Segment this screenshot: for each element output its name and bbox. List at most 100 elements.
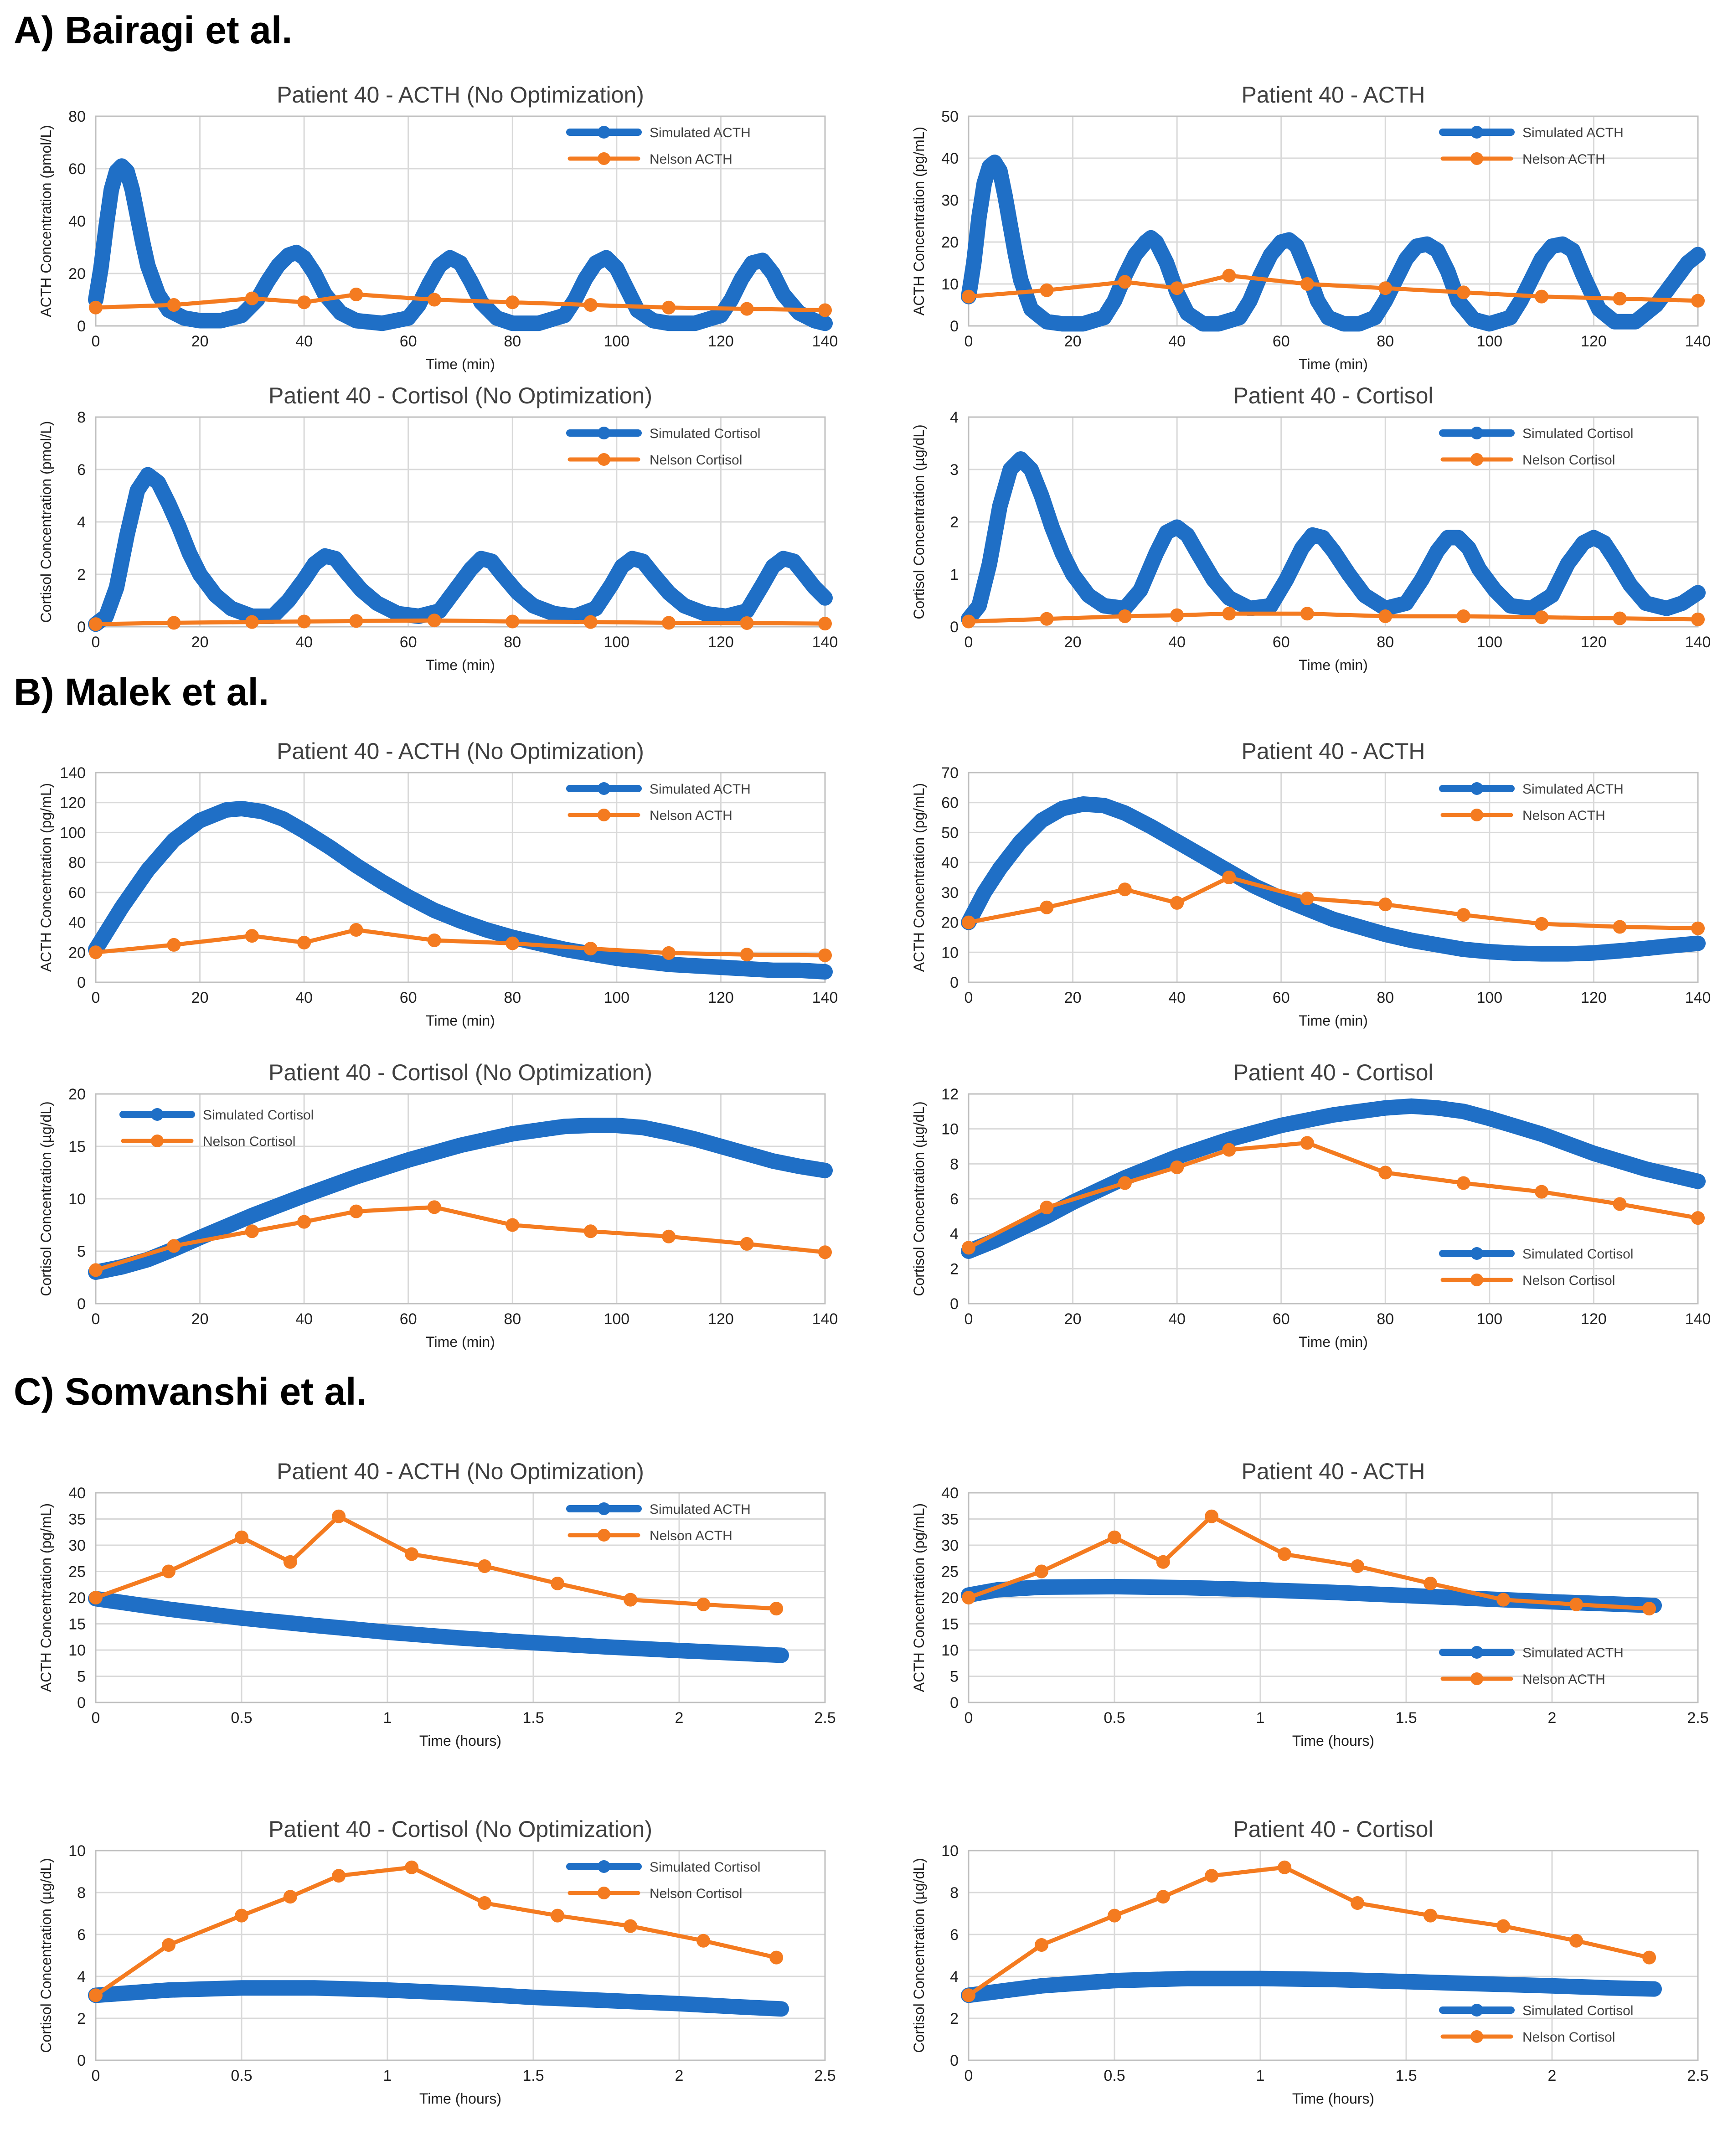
x-tick-label: 60: [400, 989, 417, 1006]
simulated-series: [88, 1591, 789, 1663]
nelson-series: [962, 1860, 1656, 2002]
nelson-data-point: [818, 948, 832, 962]
y-tick-label: 0: [77, 1694, 86, 1712]
chart-panel-a4: Patient 40 - Cortisol 0 20 40 60 80 100 120 140 0…: [891, 383, 1712, 675]
y-tick-label: 25: [941, 1563, 959, 1581]
y-axis-label: Cortisol Concentration (µg/dL): [911, 1101, 927, 1296]
x-tick-label: 140: [1685, 333, 1711, 350]
nelson-data-point: [283, 1555, 297, 1569]
x-tick-label: 80: [1377, 1310, 1394, 1328]
y-tick-label: 4: [77, 1968, 86, 1986]
chart-panel-a3: Patient 40 - Cortisol (No Optimization) 0…: [18, 383, 839, 675]
legend-simulated: Simulated ACTH: [1439, 782, 1624, 797]
legend-label: Nelson Cortisol: [650, 453, 742, 468]
legend-label: Nelson Cortisol: [1522, 1273, 1615, 1288]
x-tick-label: 0: [964, 2067, 973, 2084]
x-tick-label: 120: [1581, 1310, 1607, 1328]
simulated-line: [961, 451, 1706, 627]
legend-nelson: Nelson ACTH: [567, 1528, 732, 1543]
y-tick-label: 4: [77, 514, 86, 531]
x-tick-label: 60: [1273, 989, 1290, 1006]
simulated-series: [88, 158, 833, 331]
nelson-data-point: [1205, 1509, 1219, 1523]
y-tick-label: 5: [77, 1243, 86, 1260]
nelson-data-point: [818, 1245, 832, 1259]
x-axis-label: Time (hours): [1292, 1733, 1374, 1749]
x-axis-label: Time (min): [1299, 356, 1368, 372]
y-tick-label: 100: [60, 824, 86, 841]
x-tick-label: 0: [964, 634, 973, 651]
x-tick-label: 140: [812, 1310, 838, 1328]
nelson-data-point: [962, 1591, 975, 1604]
nelson-data-point: [583, 615, 598, 629]
legend-nelson: Nelson ACTH: [567, 808, 732, 823]
y-tick-label: 10: [941, 276, 959, 293]
y-tick-label: 10: [941, 1121, 959, 1138]
x-tick-label: 60: [400, 1310, 417, 1328]
nelson-data-point: [1222, 268, 1236, 283]
nelson-series: [89, 923, 832, 962]
x-tick-label: 40: [1168, 333, 1186, 350]
y-axis-label: ACTH Concentration (pg/mL): [38, 1503, 54, 1692]
nelson-data-point: [167, 1239, 181, 1253]
x-tick-label: 40: [1168, 1310, 1186, 1328]
x-tick-label: 140: [812, 634, 838, 651]
x-tick-label: 0: [92, 333, 100, 350]
y-tick-label: 0: [77, 2052, 86, 2069]
x-axis-label: Time (hours): [1292, 2090, 1374, 2107]
nelson-data-point: [624, 1919, 638, 1933]
nelson-data-point: [1108, 1908, 1121, 1923]
x-tick-label: 2.5: [814, 2067, 836, 2084]
nelson-data-point: [245, 291, 259, 305]
nelson-data-point: [349, 288, 363, 301]
y-tick-label: 60: [68, 160, 86, 178]
legend-label: Nelson ACTH: [1522, 808, 1605, 823]
legend-marker: [1470, 1672, 1483, 1685]
legend-simulated: Simulated ACTH: [1439, 1645, 1624, 1661]
y-tick-label: 5: [950, 1668, 959, 1686]
x-tick-label: 2: [675, 1709, 684, 1727]
nelson-data-point: [962, 915, 975, 929]
nelson-data-point: [1456, 1176, 1470, 1190]
x-tick-label: 20: [191, 1310, 209, 1328]
legend-label: Simulated Cortisol: [1522, 426, 1633, 441]
x-tick-label: 40: [1168, 634, 1186, 651]
nelson-data-point: [962, 289, 975, 304]
nelson-data-point: [1170, 1161, 1184, 1174]
nelson-data-point: [1040, 283, 1054, 297]
x-tick-label: 2.5: [814, 1709, 836, 1727]
nelson-data-point: [1222, 607, 1236, 621]
nelson-data-point: [1456, 285, 1470, 299]
nelson-data-point: [332, 1869, 346, 1883]
x-tick-label: 20: [1064, 989, 1082, 1006]
legend-simulated: Simulated ACTH: [566, 125, 751, 140]
x-tick-label: 2.5: [1687, 2067, 1708, 2084]
x-tick-label: 20: [191, 333, 209, 350]
x-axis-label: Time (hours): [419, 1733, 501, 1749]
x-tick-label: 2: [675, 2067, 684, 2084]
x-tick-label: 80: [504, 1310, 521, 1328]
y-tick-label: 30: [941, 1537, 959, 1554]
x-tick-label: 120: [708, 634, 734, 651]
nelson-data-point: [1378, 609, 1393, 623]
y-axis-label: Cortisol Concentration (µg/dL): [38, 1858, 54, 2053]
chart-panel-a2: Patient 40 - ACTH 0 20 40 60 80 100 120 140 0 10 20…: [891, 82, 1712, 374]
legend-marker: [598, 126, 610, 139]
legend-nelson: Nelson Cortisol: [121, 1134, 295, 1149]
nelson-data-point: [405, 1860, 419, 1874]
x-tick-label: 0: [92, 2067, 100, 2084]
y-tick-label: 20: [68, 265, 86, 283]
simulated-line: [961, 155, 1706, 332]
legend-marker: [598, 453, 610, 466]
plot-frame: [968, 1850, 1699, 2061]
y-tick-label: 2: [950, 2010, 959, 2027]
simulated-series: [88, 467, 833, 632]
nelson-data-point: [235, 1908, 248, 1923]
nelson-data-point: [1118, 1176, 1132, 1190]
nelson-data-point: [1378, 897, 1393, 912]
y-axis-label: Cortisol Concentration (µg/dL): [911, 424, 927, 619]
x-tick-label: 0: [92, 634, 100, 651]
nelson-data-point: [89, 617, 103, 631]
legend-marker: [1470, 453, 1483, 466]
y-tick-label: 5: [77, 1668, 86, 1686]
